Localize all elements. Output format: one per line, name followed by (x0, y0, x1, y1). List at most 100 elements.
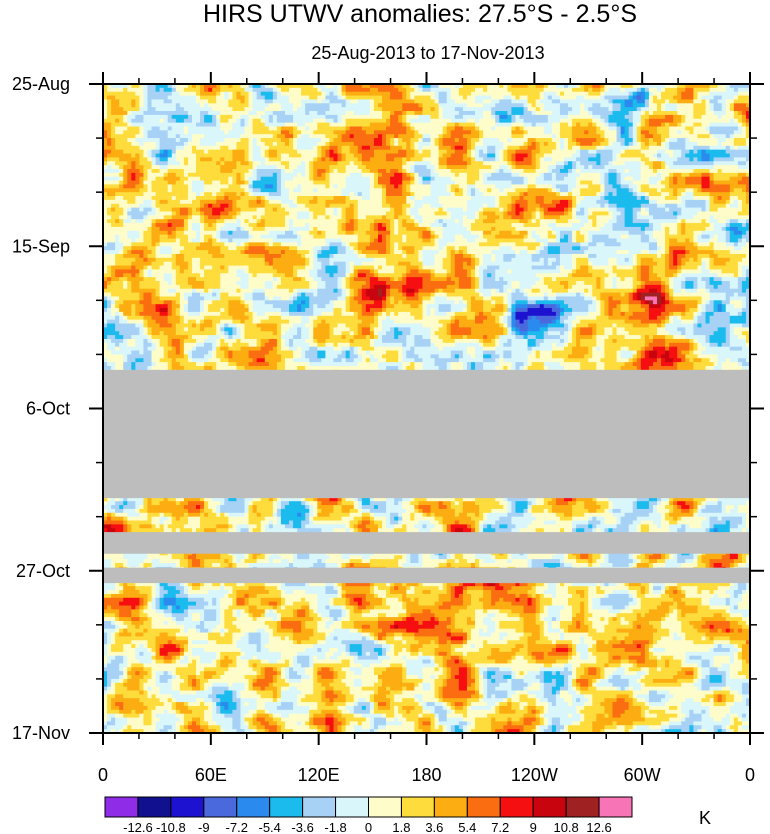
anomaly-cell (499, 103, 504, 108)
anomaly-cell (547, 168, 553, 174)
anomaly-cell (175, 141, 181, 147)
anomaly-cell (361, 157, 367, 162)
anomaly-cell (559, 130, 565, 135)
anomaly-cell (600, 153, 606, 158)
anomaly-cell (171, 165, 177, 170)
anomaly-cell (159, 95, 165, 101)
anomaly-cell (337, 141, 343, 147)
anomaly-cell (313, 157, 318, 162)
anomaly-cell (248, 168, 254, 174)
anomaly-cell (430, 180, 436, 186)
anomaly-cell (232, 111, 238, 116)
anomaly-cell (115, 157, 120, 162)
anomaly-cell (495, 87, 500, 93)
anomaly-cell (418, 130, 424, 135)
anomaly-cell (709, 184, 715, 189)
anomaly-cell (604, 134, 610, 139)
anomaly-cell (434, 161, 440, 166)
anomaly-cell (224, 199, 229, 205)
anomaly-cell (640, 103, 646, 108)
anomaly-cell (200, 192, 205, 197)
anomaly-cell (515, 165, 521, 170)
anomaly-cell (353, 130, 359, 135)
anomaly-cell (123, 165, 128, 170)
anomaly-cell (741, 145, 747, 151)
anomaly-cell (321, 87, 326, 93)
anomaly-cell (515, 184, 521, 189)
anomaly-cell (313, 84, 318, 89)
anomaly-cell (555, 192, 561, 197)
anomaly-cell (677, 157, 682, 162)
anomaly-cell (446, 118, 452, 124)
anomaly-cell (636, 176, 642, 182)
anomaly-cell (361, 196, 367, 201)
anomaly-cell (487, 192, 492, 197)
anomaly-cell (216, 176, 221, 182)
anomaly-cell (377, 134, 383, 139)
anomaly-cell (204, 184, 209, 189)
anomaly-cell (256, 126, 262, 131)
anomaly-cell (369, 180, 375, 186)
anomaly-cell (584, 184, 589, 189)
anomaly-cell (256, 84, 262, 89)
anomaly-cell (127, 176, 132, 182)
anomaly-cell (357, 91, 363, 97)
anomaly-cell (232, 107, 238, 112)
anomaly-cell (151, 114, 157, 120)
anomaly-cell (191, 153, 197, 158)
anomaly-cell (422, 188, 428, 193)
anomaly-cell (329, 168, 335, 174)
anomaly-cell (709, 91, 715, 97)
anomaly-cell (636, 130, 642, 135)
anomaly-cell (511, 138, 517, 143)
anomaly-cell (475, 153, 480, 158)
anomaly-cell (345, 157, 351, 162)
anomaly-cell (656, 180, 662, 186)
anomaly-cell (479, 87, 484, 93)
anomaly-cell (333, 95, 339, 101)
anomaly-cell (240, 141, 246, 147)
anomaly-cell (196, 122, 201, 128)
anomaly-cell (135, 141, 140, 147)
anomaly-cell (600, 95, 606, 101)
anomaly-cell (191, 107, 197, 112)
anomaly-cell (563, 103, 569, 108)
anomaly-cell (479, 168, 484, 174)
anomaly-cell (135, 157, 140, 162)
anomaly-cell (272, 192, 278, 197)
anomaly-cell (175, 130, 181, 135)
anomaly-cell (693, 130, 699, 135)
anomaly-cell (652, 180, 658, 186)
anomaly-cell (632, 172, 638, 178)
anomaly-cell (523, 145, 529, 151)
anomaly-cell (369, 199, 375, 205)
anomaly-cell (483, 118, 488, 124)
anomaly-cell (709, 168, 715, 174)
anomaly-cell (450, 168, 456, 174)
anomaly-cell (470, 126, 476, 131)
anomaly-cell (665, 180, 670, 186)
anomaly-cell (430, 149, 436, 155)
anomaly-cell (491, 192, 496, 197)
anomaly-cell (511, 130, 517, 135)
anomaly-cell (220, 188, 225, 193)
anomaly-cell (143, 111, 149, 116)
anomaly-cell (329, 184, 335, 189)
anomaly-cell (244, 176, 250, 182)
anomaly-cell (661, 188, 666, 193)
anomaly-cell (377, 172, 383, 178)
anomaly-cell (559, 168, 565, 174)
anomaly-cell (584, 149, 589, 155)
anomaly-cell (624, 130, 630, 135)
anomaly-cell (604, 161, 610, 166)
anomaly-cell (248, 145, 254, 151)
anomaly-cell (665, 114, 670, 120)
anomaly-cell (187, 141, 193, 147)
anomaly-cell (673, 118, 678, 124)
anomaly-cell (640, 87, 646, 93)
anomaly-cell (216, 138, 221, 143)
anomaly-cell (353, 161, 359, 166)
anomaly-cell (410, 138, 415, 143)
anomaly-cell (499, 118, 504, 124)
anomaly-cell (422, 196, 428, 201)
